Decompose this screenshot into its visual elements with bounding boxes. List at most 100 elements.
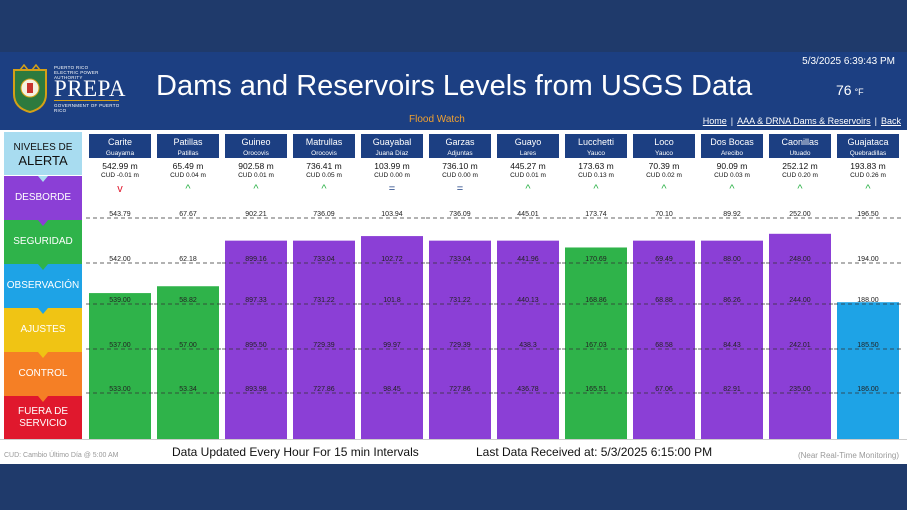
reservoir-town: Adjuntas [447, 150, 473, 157]
nav-back-link[interactable]: Back [880, 116, 901, 126]
trend-up-icon: ^ [729, 183, 735, 195]
reservoir-cud: CUD 0.05 m [306, 172, 342, 179]
threshold-label: 902.21 [245, 211, 267, 218]
reservoir-name: Carite [108, 137, 132, 147]
reservoir-name-box [565, 134, 627, 158]
temperature-unit: °F [854, 87, 864, 97]
reservoir-level-bar [157, 286, 219, 439]
current-datetime: 5/3/2025 6:39:43 PM [802, 56, 895, 67]
trend-equal-icon: = [457, 183, 463, 195]
trend-down-icon: v [117, 183, 123, 195]
threshold-label: 733.04 [449, 256, 471, 263]
reservoir-level: 70.39 m [649, 161, 680, 171]
alert-levels-header-line2: ALERTA [18, 152, 68, 168]
monitoring-note: (Near Real-Time Monitoring) [797, 451, 899, 460]
reservoir-name-box [497, 134, 559, 158]
threshold-label: 101.8 [383, 297, 401, 304]
reservoir-level-bar [565, 247, 627, 439]
threshold-label: 67.06 [655, 386, 673, 393]
threshold-label: 103.94 [381, 211, 403, 218]
reservoir-name-box [769, 134, 831, 158]
threshold-label: 67.67 [179, 211, 197, 218]
reservoir-name-box [225, 134, 287, 158]
reservoir-cud: CUD 0.01 m [238, 172, 274, 179]
threshold-label: 543.79 [109, 211, 131, 218]
trend-up-icon: ^ [865, 183, 871, 195]
threshold-label: 168.86 [585, 297, 607, 304]
reservoir-cud: CUD 0.03 m [714, 172, 750, 179]
reservoir-name: Guayo [515, 137, 542, 147]
reservoir-level: 252.12 m [782, 161, 817, 171]
reservoir-name-box [701, 134, 763, 158]
nav-dams-link[interactable]: AAA & DRNA Dams & Reservoirs [737, 116, 871, 126]
top-nav: Home | AAA & DRNA Dams & Reservoirs | Back [702, 116, 901, 126]
threshold-label: 736.09 [449, 211, 471, 218]
threshold-label: 242.01 [789, 342, 811, 349]
threshold-label: 235.00 [789, 386, 811, 393]
threshold-label: 69.49 [655, 256, 673, 263]
reservoir-level-bar [701, 240, 763, 439]
reservoir-cud: CUD 0.01 m [510, 172, 546, 179]
threshold-label: 194.00 [857, 256, 879, 263]
reservoir-level-bar [837, 302, 899, 439]
temperature-value: 76 [836, 82, 852, 98]
reservoir-name: Dos Bocas [710, 137, 754, 147]
trend-up-icon: ^ [661, 183, 667, 195]
reservoir-level-bar [225, 240, 287, 439]
puerto-rico-seal-icon [13, 64, 47, 114]
threshold-label: 170.69 [585, 256, 607, 263]
threshold-label: 84.43 [723, 342, 741, 349]
threshold-label: 731.22 [449, 297, 471, 304]
threshold-label: 727.86 [313, 386, 335, 393]
reservoir-name: Loco [654, 137, 674, 147]
reservoir-level: 90.09 m [717, 161, 748, 171]
threshold-label: 165.51 [585, 386, 607, 393]
nav-home-link[interactable]: Home [702, 116, 727, 126]
threshold-label: 248.00 [789, 256, 811, 263]
threshold-label: 244.00 [789, 297, 811, 304]
reservoir-level: 65.49 m [173, 161, 204, 171]
reservoir-town: Lares [520, 150, 537, 157]
alert-level-control: CONTROL [4, 352, 82, 396]
threshold-label: 82.91 [723, 386, 741, 393]
threshold-label: 185.50 [857, 342, 879, 349]
reservoir-level-bar [633, 240, 695, 439]
reservoir-name: Lucchetti [578, 137, 614, 147]
threshold-label: 186.00 [857, 386, 879, 393]
threshold-label: 89.92 [723, 211, 741, 218]
alert-level-fuera-de-servicio: FUERA DE SERVICIO [4, 396, 82, 439]
reservoir-name: Patillas [173, 137, 203, 147]
reservoir-town: Yauco [587, 150, 605, 157]
trend-up-icon: ^ [593, 183, 599, 195]
reservoir-cud: CUD 0.13 m [578, 172, 614, 179]
reservoir-town: Juana Díaz [376, 150, 409, 157]
reservoir-name: Guayabal [373, 137, 412, 147]
flood-watch-status: Flood Watch [409, 114, 465, 125]
level-arrow-icon [38, 396, 48, 402]
reservoir-cud: CUD -0.01 m [101, 172, 139, 179]
reservoir-name-box [89, 134, 151, 158]
reservoir-level-bar [497, 240, 559, 439]
reservoir-cud: CUD 0.00 m [374, 172, 410, 179]
threshold-label: 727.86 [449, 386, 471, 393]
logo-org-text: PUERTO RICO ELECTRIC POWER AUTHORITY [54, 65, 99, 80]
threshold-label: 440.13 [517, 297, 539, 304]
reservoir-level-bar [361, 236, 423, 439]
threshold-label: 897.33 [245, 297, 267, 304]
reservoir-name: Caonillas [781, 137, 819, 147]
threshold-label: 98.45 [383, 386, 401, 393]
threshold-label: 102.72 [381, 256, 403, 263]
reservoir-town: Orocovis [243, 150, 269, 157]
threshold-label: 899.16 [245, 256, 267, 263]
logo-divider [54, 100, 119, 101]
reservoir-name-box [429, 134, 491, 158]
reservoir-level: 542.99 m [102, 161, 137, 171]
reservoir-cud: CUD 0.00 m [442, 172, 478, 179]
logo-name: PREPA [54, 76, 126, 101]
threshold-label: 167.03 [585, 342, 607, 349]
reservoir-level-bar [293, 240, 355, 439]
alert-level-observación: OBSERVACIÓN [4, 264, 82, 308]
reservoir-name: Guineo [241, 137, 270, 147]
reservoir-name: Matrullas [306, 137, 343, 147]
